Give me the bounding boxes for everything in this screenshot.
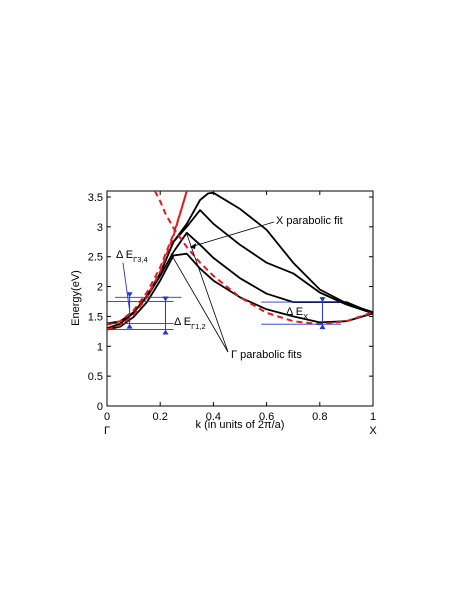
band-curve-2 (107, 209, 373, 330)
label-x-parabolic-fit: X parabolic fit (276, 215, 343, 227)
leader-gamma-fit-1 (186, 233, 229, 353)
delta-e-gamma12-sub: Γ1,2 (191, 322, 206, 331)
plot-frame (106, 190, 374, 407)
label-delta-e-gamma34: Δ EΓ3,4 (116, 249, 148, 264)
k-point-label: Γ (104, 425, 110, 437)
x-tick-label: 0.8 (312, 411, 327, 423)
x-tick-label: 1 (370, 411, 376, 423)
delta-e-x-main: Δ E (286, 306, 303, 318)
x-tick-label: 0.4 (206, 411, 221, 423)
arrow-delta-e-x-head-top (319, 297, 326, 303)
x-tick-label: 0 (104, 411, 110, 423)
label-gamma-parabolic-fits: Γ parabolic fits (231, 349, 302, 361)
y-tick-label: 2.5 (88, 252, 103, 264)
label-delta-e-x: Δ EX (286, 306, 308, 321)
parabolic-fit-curve-4 (107, 191, 188, 331)
delta-e-gamma34-sub: Γ3,4 (133, 255, 148, 264)
x-tick-label: 0.2 (153, 411, 168, 423)
delta-e-gamma12-main: Δ E (174, 316, 191, 328)
y-axis-label: Energy(eV) (70, 270, 82, 326)
y-tick-label: 1 (97, 341, 103, 353)
arrow-delta-e-gamma34-head-top (126, 292, 133, 298)
arrow-delta-e-x-head-bottom (319, 324, 326, 330)
y-tick-label: 3 (97, 222, 103, 234)
delta-e-x-sub: X (303, 312, 308, 321)
band-curve-3 (107, 191, 373, 330)
leader-gamma-fit-2 (170, 253, 229, 353)
y-tick-label: 1.5 (88, 311, 103, 323)
leader-x-fit (189, 221, 275, 248)
x-tick-label: 0.6 (259, 411, 274, 423)
arrow-delta-e-gamma34-head-bottom (126, 323, 133, 329)
y-tick-label: 2 (97, 282, 103, 294)
delta-e-gamma34-main: Δ E (116, 249, 133, 261)
arrow-delta-e-gamma12-head-bottom (162, 329, 169, 335)
x-axis-label: k (in units of 2π/a) (196, 419, 285, 431)
leader-delta-e-gamma34 (122, 262, 131, 311)
parabolic-fit-curve-6 (154, 191, 373, 326)
y-tick-label: 0.5 (88, 371, 103, 383)
label-delta-e-gamma12: Δ EΓ1,2 (174, 316, 206, 331)
annotations (107, 221, 342, 353)
k-point-label: X (369, 425, 377, 437)
band-curve-1 (107, 231, 373, 325)
band-curve-0 (107, 252, 373, 331)
y-tick-label: 0 (97, 401, 103, 413)
axes: 0 0.2 0.4 0.6 0.8 1 0 0.5 1 1.5 2 2.5 3 3.5 Γ X (88, 191, 377, 437)
y-tick-label: 3.5 (88, 192, 103, 204)
